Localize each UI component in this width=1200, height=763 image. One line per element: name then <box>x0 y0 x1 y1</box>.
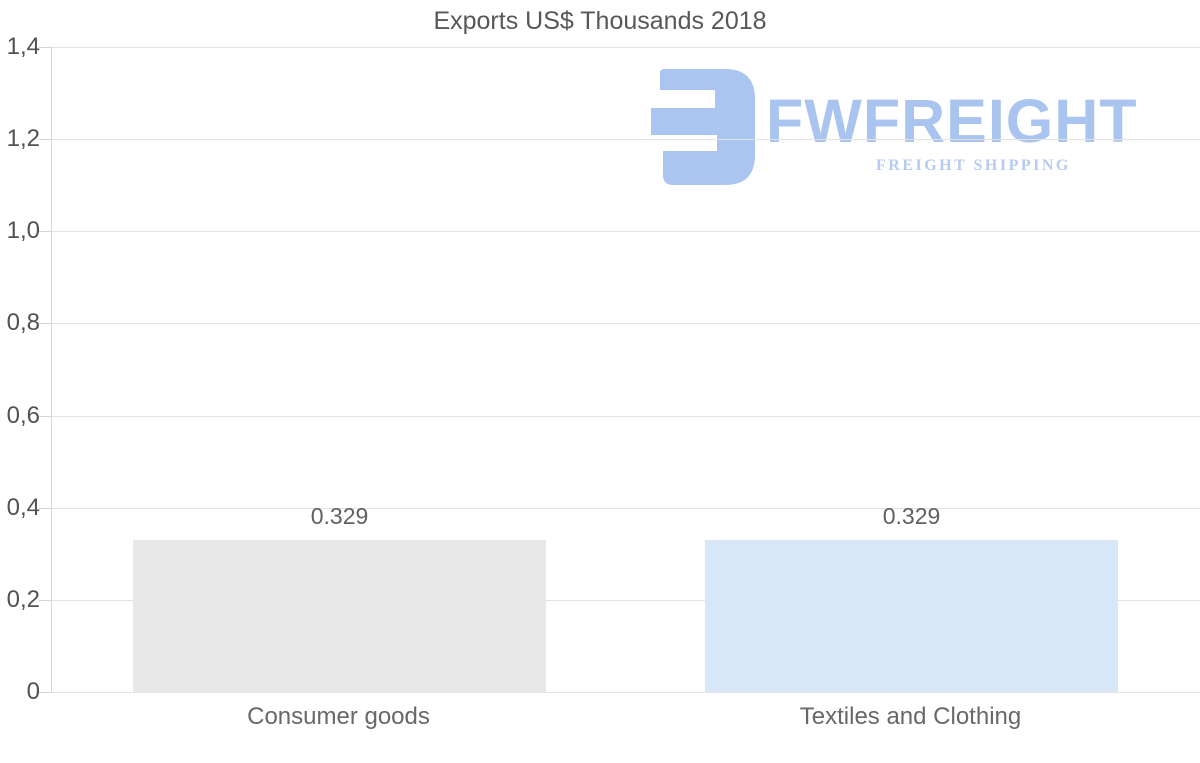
y-tick-label: 1,0 <box>6 217 40 245</box>
fwfreight-logo-icon <box>651 69 755 185</box>
gridline <box>39 47 1200 48</box>
gridline <box>39 415 1200 417</box>
y-tick-label: 1,2 <box>6 125 40 153</box>
y-tick-label: 0 <box>26 678 40 705</box>
brand-tagline: FREIGHT SHIPPING <box>876 157 1071 174</box>
y-tick-label: 0,8 <box>6 309 40 337</box>
y-tick-label: 0,4 <box>6 493 40 521</box>
gridline <box>39 599 1200 601</box>
bar-group-consumer-goods: 0.329 <box>133 47 546 692</box>
gridline <box>39 323 1200 325</box>
x-category-label: Textiles and Clothing <box>799 703 1022 730</box>
y-tick-label: 0,2 <box>6 585 40 613</box>
y-tick-label: 0,6 <box>6 401 40 429</box>
bar-group-textiles-clothing: 0.329 <box>705 47 1118 692</box>
plot-area: 0.329 0.329 <box>39 47 1200 693</box>
bar-value-label: 0.329 <box>310 503 369 530</box>
y-axis: 1,4 1,2 1,0 0,8 0,6 0,4 0,2 0 <box>0 33 45 705</box>
gridline <box>39 139 1200 141</box>
bar-consumer-goods[interactable] <box>133 540 546 692</box>
gridline <box>39 231 1200 233</box>
gridline <box>39 507 1200 509</box>
bar-textiles-clothing[interactable] <box>705 540 1118 692</box>
gridline <box>39 692 1200 693</box>
x-category-label: Consumer goods <box>247 703 430 730</box>
bar-value-label: 0.329 <box>882 503 941 530</box>
brand-name: FWFREIGHT <box>766 87 1138 155</box>
y-tick-label: 1,4 <box>6 33 40 60</box>
chart-title: Exports US$ Thousands 2018 <box>433 7 767 35</box>
